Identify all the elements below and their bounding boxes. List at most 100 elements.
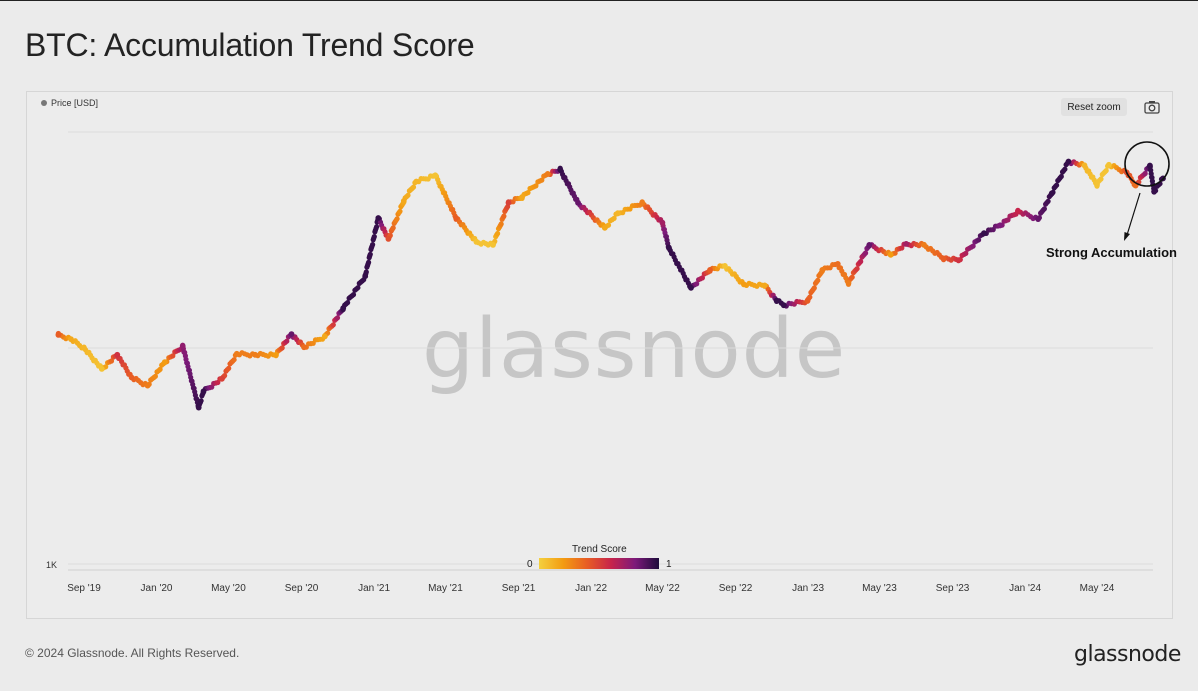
score-dot [363,269,369,275]
annotation-circle [1124,141,1170,187]
data-point-57 [1015,208,1021,215]
data-point-23 [413,178,420,185]
score-dot [334,315,341,321]
score-dot [1098,176,1104,182]
data-point-67 [1151,188,1157,195]
data-point-22 [400,198,407,204]
score-dot [108,358,115,364]
data-point-44 [780,302,787,308]
chart-panel: Price [USD] Reset zoom glassnode [26,91,1173,619]
score-dot [498,221,504,227]
score-dot [849,274,855,280]
axis-layer: 1K Sep '19 Jan '20 May '20 Sep '20 Jan '21 May… [46,560,1153,594]
score-dot [231,357,237,363]
camera-icon[interactable] [1143,99,1161,115]
score-dot [350,292,357,298]
data-point-63 [1106,161,1112,168]
annotation-group [1124,141,1170,241]
x-tick-label-10: Jan '23 [792,583,824,594]
data-point-55 [981,230,987,237]
data-point-49 [866,242,873,248]
score-dot [611,215,617,221]
score-dot [495,230,501,237]
data-point-30 [544,171,551,177]
x-tick-label-12: Sep '23 [936,583,970,594]
data-point-20 [375,215,382,221]
data-point-4 [114,351,121,358]
data-point-24 [432,172,439,179]
data-point-41 [741,281,747,288]
data-point-13 [252,351,259,358]
data-point-54 [955,257,962,264]
data-point-29 [519,194,525,200]
x-tick-label-8: May '22 [645,583,680,594]
data-point-51 [903,241,910,247]
score-dot [815,277,821,283]
legend-item-price[interactable]: Price [USD] [41,98,98,108]
score-dot [1142,170,1148,177]
legend-dot [41,100,47,106]
score-dot [366,259,372,265]
score-dot [892,250,898,256]
data-point-6 [144,382,151,389]
data-point-50 [887,251,894,258]
dot-layer [55,158,1166,411]
data-point-7 [161,359,168,365]
score-dot [699,275,706,281]
data-point-27 [490,242,496,248]
score-dot [1103,168,1109,174]
score-dot [970,243,976,249]
score-dot [330,322,336,328]
colorscale-title: Trend Score [572,544,627,555]
data-point-61 [1081,162,1088,169]
score-dot [1054,182,1060,188]
score-dot [976,237,982,243]
score-dot [858,258,864,265]
data-point-56 [997,222,1003,229]
data-point-38 [688,284,694,291]
colorscale-min-label: 0 [527,559,533,570]
data-point-1 [68,336,74,342]
score-dot [374,224,380,230]
x-tick-label-1: Jan '20 [141,583,173,594]
score-dot [367,251,373,257]
x-tick-label-7: Jan '22 [575,583,607,594]
score-dot [899,245,905,251]
score-dot [157,366,163,372]
x-tick-label-5: May '21 [428,583,463,594]
score-dot [390,225,396,231]
annotation-arrow [1126,192,1141,236]
y-tick-label-0: 1K [46,560,57,570]
data-point-59 [1048,190,1055,197]
score-dot [854,266,860,272]
score-dot [963,250,969,256]
score-dot [539,177,545,183]
score-dot [198,398,204,404]
score-dot [405,192,411,198]
score-dot [371,234,377,240]
data-point-26 [473,239,480,245]
data-point-11 [219,375,225,382]
data-point-32 [575,199,581,206]
score-dot [370,242,376,248]
reset-zoom-button[interactable]: Reset zoom [1061,98,1127,116]
data-point-33 [601,224,608,231]
score-dot [811,285,817,291]
annotation-label: Strong Accumulation [1046,245,1177,260]
data-point-42 [761,282,768,289]
data-point-43 [773,297,780,304]
copyright-text: © 2024 Glassnode. All Rights Reserved. [25,646,240,660]
data-point-62 [1094,181,1100,188]
data-point-0 [55,332,62,338]
data-point-60 [1065,158,1072,165]
data-point-47 [834,261,841,267]
score-dot [226,365,232,371]
data-point-15 [288,331,295,337]
grid-layer [68,131,1153,565]
data-point-40 [722,263,728,269]
score-dot [355,285,361,291]
data-point-48 [845,280,852,286]
data-point-8 [179,343,186,349]
annotation-arrowhead [1124,232,1130,241]
